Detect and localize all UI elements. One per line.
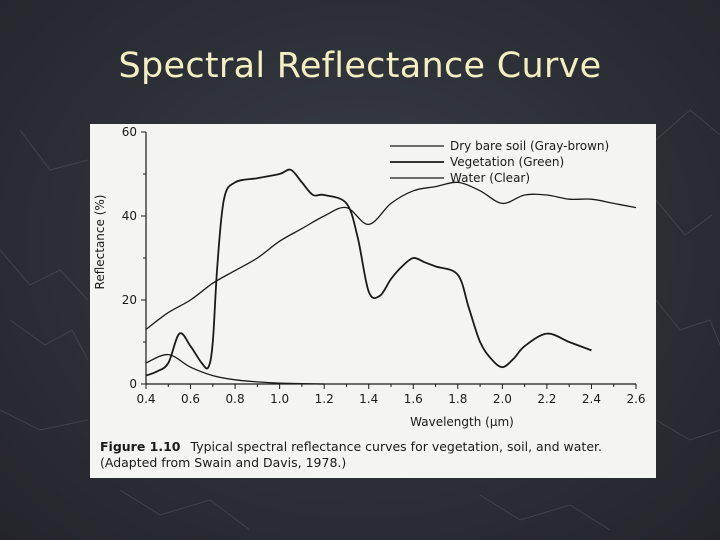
caption-label: Figure 1.10: [100, 439, 181, 454]
series-line-dry-bare-soil: [145, 181, 637, 330]
caption-text: Typical spectral reflectance curves for …: [190, 439, 602, 454]
y-tick-label: 20: [122, 293, 137, 307]
x-tick-label: 1.4: [359, 392, 378, 406]
x-tick-label: 0.8: [226, 392, 245, 406]
x-tick-label: 2.6: [626, 392, 645, 406]
x-tick-label: 1.8: [448, 392, 467, 406]
chart-axes: [145, 132, 636, 385]
x-tick-label: 1.0: [270, 392, 289, 406]
y-axis-label: Reflectance (%): [93, 195, 107, 290]
series-lines: [145, 168, 637, 385]
y-tick-label: 40: [122, 209, 137, 223]
legend-label: Dry bare soil (Gray-brown): [450, 139, 609, 153]
x-tick-label: 2.0: [493, 392, 512, 406]
x-tick-label: 2.2: [537, 392, 556, 406]
slide-title: Spectral Reflectance Curve: [118, 46, 602, 86]
x-axis-label: Wavelength (μm): [410, 415, 514, 429]
legend-label: Vegetation (Green): [450, 155, 564, 169]
x-tick-label: 1.2: [315, 392, 334, 406]
caption-source: (Adapted from Swain and Davis, 1978.): [100, 455, 347, 470]
x-tick-label: 0.4: [136, 392, 155, 406]
legend-label: Water (Clear): [450, 171, 530, 185]
series-line-water: [145, 353, 325, 385]
x-axis-ticks: 0.4 0.6 0.8 1.0 1.2 1.4 1.6 1.8 2.0 2.2 2.4 2.6: [136, 384, 646, 406]
series-line-vegetation: [145, 168, 592, 377]
figure-caption: Figure 1.10 Typical spectral reflectance …: [100, 439, 650, 471]
y-axis-ticks: 0 20 40 60: [122, 125, 146, 391]
chart-legend: Dry bare soil (Gray-brown) Vegetation (Gr…: [390, 139, 609, 185]
y-tick-label: 0: [129, 377, 137, 391]
figure-panel: 0 20 40 60 0.4 0.6 0.8 1.0 1.2 1.4 1.6 1.8 2.0 2.2 2.…: [90, 124, 656, 478]
reflectance-chart: 0 20 40 60 0.4 0.6 0.8 1.0 1.2 1.4 1.6 1.8 2.0 2.2 2.…: [93, 125, 646, 429]
y-tick-label: 60: [122, 125, 137, 139]
x-tick-label: 1.6: [404, 392, 423, 406]
x-tick-label: 2.4: [582, 392, 601, 406]
x-tick-label: 0.6: [181, 392, 200, 406]
